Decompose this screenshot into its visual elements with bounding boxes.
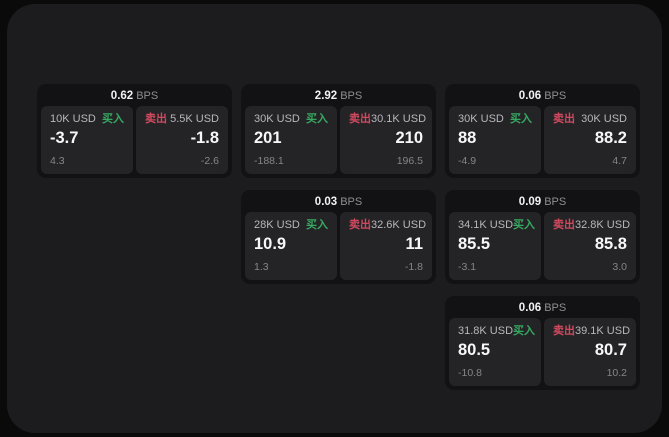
spread-unit-label: BPS [340, 90, 363, 102]
buy-side-badge: 买入 [306, 113, 328, 125]
quote-card: 0.03 BPS 28K USD 买入 10.9 1.3 卖出 32.6K USD… [241, 190, 436, 284]
spread-value: 2.92 [314, 90, 338, 102]
spread-unit-label: BPS [136, 90, 159, 102]
quote-tiles: 10K USD 买入 -3.7 4.3 卖出 5.5K USD -1.8 -2.… [41, 106, 228, 174]
sell-side-badge: 卖出 [349, 113, 371, 125]
buy-sub-value: 4.3 [50, 155, 65, 167]
buy-sub-value: -10.8 [458, 367, 482, 379]
spread-unit-label: BPS [544, 90, 567, 102]
sell-price-value: 11 [405, 235, 423, 253]
buy-quote-tile[interactable]: 28K USD 买入 10.9 1.3 [245, 212, 337, 280]
quote-card: 0.62 BPS 10K USD 买入 -3.7 4.3 卖出 5.5K USD … [37, 84, 232, 178]
buy-quote-tile[interactable]: 34.1K USD 买入 85.5 -3.1 [449, 212, 541, 280]
sell-sub-value: 196.5 [396, 155, 423, 167]
buy-size-label: 31.8K USD [458, 325, 514, 337]
buy-quote-tile[interactable]: 31.8K USD 买入 80.5 -10.8 [449, 318, 541, 386]
spread-value: 0.06 [518, 90, 542, 102]
spread-value: 0.06 [518, 302, 542, 314]
spread-value: 0.03 [314, 196, 338, 208]
buy-sub-value: -4.9 [458, 155, 477, 167]
sell-quote-tile[interactable]: 卖出 32.8K USD 85.8 3.0 [544, 212, 636, 280]
buy-sub-value: -188.1 [254, 155, 284, 167]
quote-tiles: 34.1K USD 买入 85.5 -3.1 卖出 32.8K USD 85.8… [449, 212, 636, 280]
sell-side-badge: 卖出 [553, 113, 575, 125]
buy-price-value: -3.7 [50, 129, 79, 147]
buy-side-badge: 买入 [102, 113, 124, 125]
quote-tiles: 31.8K USD 买入 80.5 -10.8 卖出 39.1K USD 80.… [449, 318, 636, 386]
buy-size-label: 30K USD [458, 113, 504, 125]
sell-size-label: 30.1K USD [371, 113, 427, 125]
sell-price-value: 85.8 [594, 235, 627, 253]
buy-price-value: 85.5 [458, 235, 491, 253]
spread-value: 0.62 [110, 90, 134, 102]
buy-quote-tile[interactable]: 30K USD 买入 201 -188.1 [245, 106, 337, 174]
sell-quote-tile[interactable]: 卖出 32.6K USD 11 -1.8 [340, 212, 432, 280]
buy-size-label: 34.1K USD [458, 219, 514, 231]
card-spread-header: 0.62 BPS [41, 87, 228, 106]
sell-size-label: 39.1K USD [575, 325, 631, 337]
buy-side-badge: 买入 [513, 219, 536, 231]
quote-card: 0.06 BPS 31.8K USD 买入 80.5 -10.8 卖出 39.1K… [445, 296, 640, 390]
sell-price-value: -1.8 [190, 129, 219, 147]
sell-sub-value: 3.0 [612, 261, 627, 273]
sell-sub-value: 4.7 [612, 155, 627, 167]
buy-sub-value: -3.1 [458, 261, 477, 273]
sell-sub-value: -1.8 [404, 261, 423, 273]
sell-quote-tile[interactable]: 卖出 30.1K USD 210 196.5 [340, 106, 432, 174]
sell-sub-value: -2.6 [200, 155, 219, 167]
buy-side-badge: 买入 [306, 219, 328, 231]
quotes-panel: 0.62 BPS 10K USD 买入 -3.7 4.3 卖出 5.5K USD … [7, 4, 662, 433]
sell-price-value: 210 [395, 129, 423, 147]
sell-side-badge: 卖出 [553, 219, 575, 231]
card-spread-header: 0.06 BPS [449, 299, 636, 318]
buy-quote-tile[interactable]: 30K USD 买入 88 -4.9 [449, 106, 541, 174]
buy-price-value: 80.5 [458, 341, 491, 359]
quote-tiles: 30K USD 买入 88 -4.9 卖出 30K USD 88.2 4.7 [449, 106, 636, 174]
card-spread-header: 0.09 BPS [449, 193, 636, 212]
quote-tiles: 28K USD 买入 10.9 1.3 卖出 32.6K USD 11 -1.8 [245, 212, 432, 280]
card-spread-header: 2.92 BPS [245, 87, 432, 106]
spread-unit-label: BPS [544, 302, 567, 314]
sell-side-badge: 卖出 [349, 219, 371, 231]
sell-size-label: 32.8K USD [575, 219, 631, 231]
spread-unit-label: BPS [340, 196, 363, 208]
sell-size-label: 30K USD [581, 113, 627, 125]
sell-side-badge: 卖出 [553, 325, 575, 337]
card-spread-header: 0.03 BPS [245, 193, 432, 212]
quote-tiles: 30K USD 买入 201 -188.1 卖出 30.1K USD 210 1… [245, 106, 432, 174]
spread-unit-label: BPS [544, 196, 567, 208]
buy-price-value: 201 [254, 129, 282, 147]
buy-size-label: 10K USD [50, 113, 96, 125]
sell-size-label: 32.6K USD [371, 219, 427, 231]
sell-size-label: 5.5K USD [170, 113, 219, 125]
sell-side-badge: 卖出 [145, 113, 167, 125]
sell-price-value: 88.2 [594, 129, 627, 147]
buy-quote-tile[interactable]: 10K USD 买入 -3.7 4.3 [41, 106, 133, 174]
buy-price-value: 88 [458, 129, 477, 147]
buy-side-badge: 买入 [510, 113, 532, 125]
buy-side-badge: 买入 [513, 325, 536, 337]
sell-quote-tile[interactable]: 卖出 30K USD 88.2 4.7 [544, 106, 636, 174]
quote-card: 2.92 BPS 30K USD 买入 201 -188.1 卖出 30.1K U… [241, 84, 436, 178]
quote-card: 0.06 BPS 30K USD 买入 88 -4.9 卖出 30K USD 88… [445, 84, 640, 178]
buy-sub-value: 1.3 [254, 261, 269, 273]
buy-price-value: 10.9 [254, 235, 287, 253]
buy-size-label: 30K USD [254, 113, 300, 125]
sell-quote-tile[interactable]: 卖出 39.1K USD 80.7 10.2 [544, 318, 636, 386]
sell-quote-tile[interactable]: 卖出 5.5K USD -1.8 -2.6 [136, 106, 228, 174]
spread-value: 0.09 [518, 196, 542, 208]
sell-price-value: 80.7 [594, 341, 627, 359]
sell-sub-value: 10.2 [606, 367, 627, 379]
buy-size-label: 28K USD [254, 219, 300, 231]
card-spread-header: 0.06 BPS [449, 87, 636, 106]
quote-card: 0.09 BPS 34.1K USD 买入 85.5 -3.1 卖出 32.8K … [445, 190, 640, 284]
